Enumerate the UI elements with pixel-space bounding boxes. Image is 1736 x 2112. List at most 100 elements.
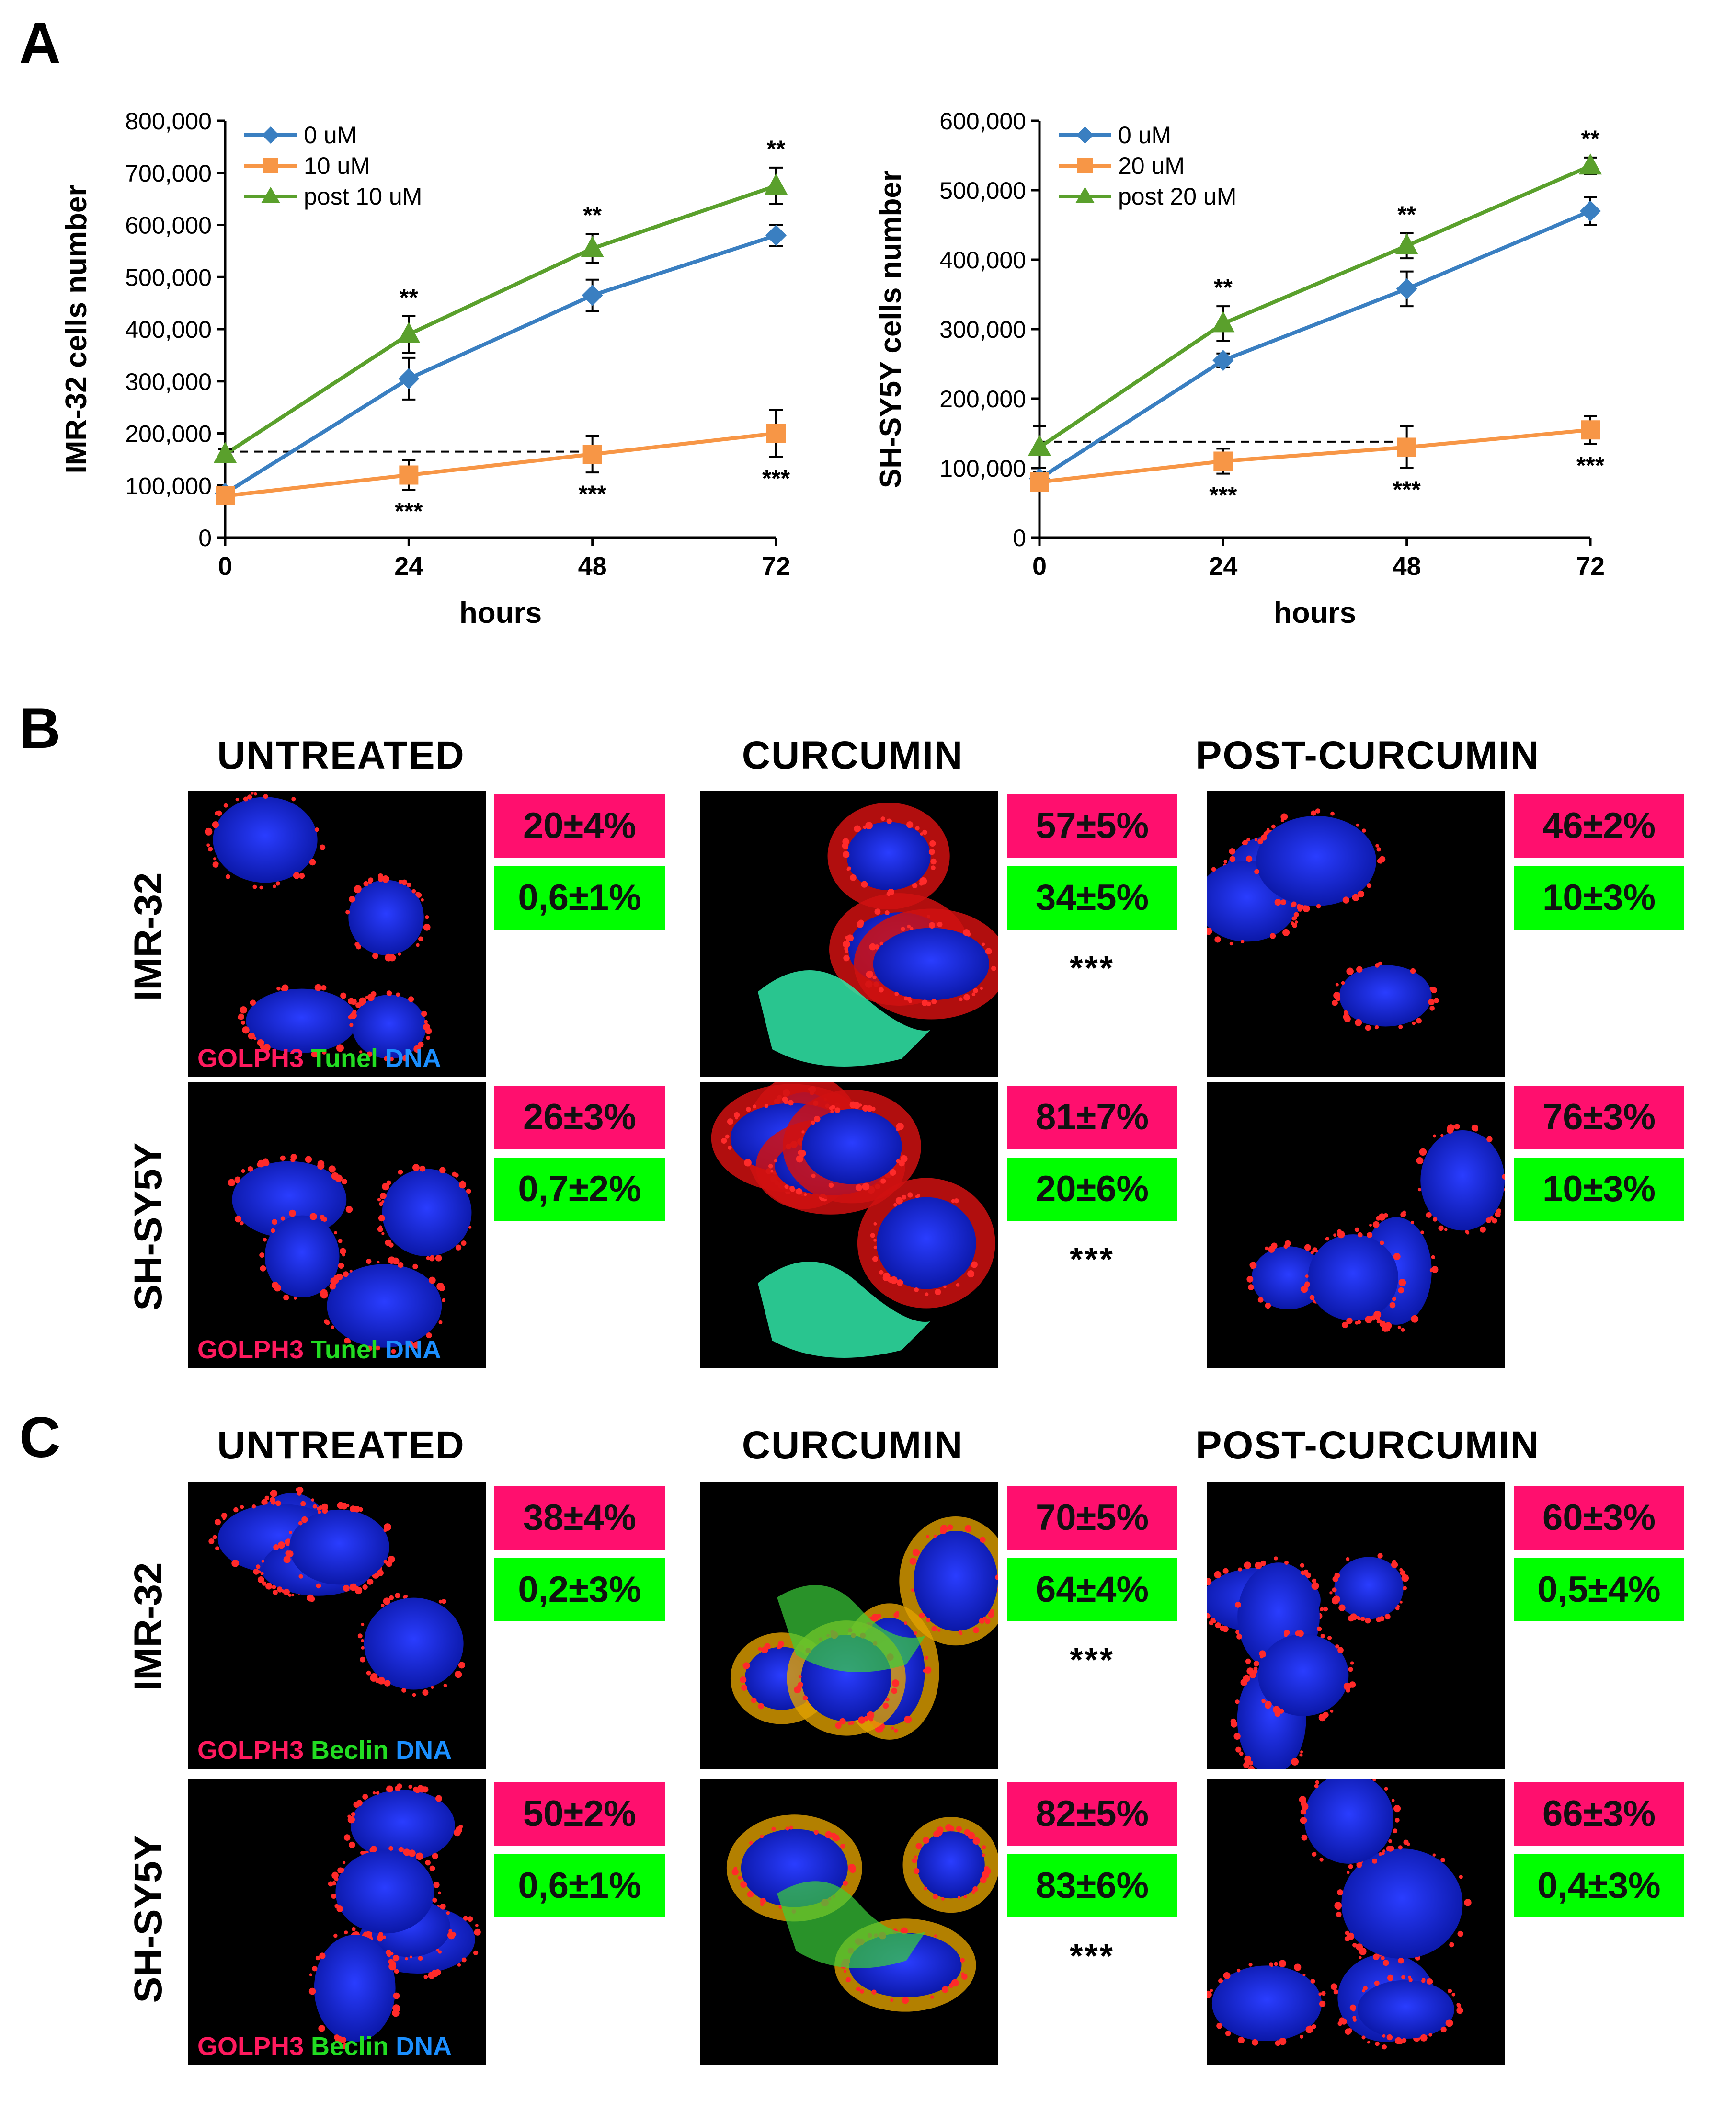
chart-imr32-growth: 0 100,000 200,000 300,000 400,000 500,000 600,… xyxy=(29,96,881,652)
significance-below: *** xyxy=(578,481,606,507)
stain-green: Tunel xyxy=(311,1044,386,1073)
c-micrograph-r0-c2 xyxy=(1207,1482,1505,1769)
stain-blue: DNA xyxy=(396,2032,452,2061)
data-point xyxy=(582,445,602,464)
b-golph3-value: 76±3% xyxy=(1514,1086,1684,1149)
b-row-label-shsy5y: SH-SY5Y xyxy=(126,1142,170,1311)
data-point xyxy=(1580,200,1601,222)
data-point xyxy=(399,465,419,485)
micrograph-art xyxy=(1246,1124,1505,1332)
b-micrograph-r1-c1 xyxy=(700,1082,998,1368)
b-marker-value: 10±3% xyxy=(1514,866,1684,930)
stain-blue: DNA xyxy=(385,1335,442,1364)
significance-above: ** xyxy=(767,136,786,162)
data-point xyxy=(1397,437,1416,457)
data-point xyxy=(1211,311,1235,333)
b-stain-legend: GOLPH3 Tunel DNA xyxy=(197,1335,441,1365)
data-point xyxy=(214,442,237,463)
b-micrograph-r1-c0: GOLPH3 Tunel DNA xyxy=(188,1082,486,1368)
series-line-2 xyxy=(224,184,777,456)
data-point xyxy=(581,236,604,257)
significance-below: *** xyxy=(762,465,790,492)
b-micrograph-r0-c2 xyxy=(1207,791,1505,1077)
y-tick-label: 0 xyxy=(198,525,212,551)
micrograph-art xyxy=(711,1082,995,1358)
stain-blue: DNA xyxy=(385,1044,442,1073)
series-line-0 xyxy=(224,233,777,495)
c-marker-value: 83±6% xyxy=(1007,1854,1177,1917)
significance-below: *** xyxy=(1393,476,1421,503)
b-marker-value: 10±3% xyxy=(1514,1158,1684,1221)
significance-below: *** xyxy=(1209,482,1237,509)
legend-label: 10 uM xyxy=(304,152,370,179)
series-line-2 xyxy=(1038,164,1591,449)
stain-green: Beclin xyxy=(311,2032,396,2061)
c-marker-value: 64±4% xyxy=(1007,1558,1177,1621)
micrograph-art xyxy=(726,1814,998,2012)
data-point xyxy=(1212,350,1234,371)
c-row-label-shsy5y: SH-SY5Y xyxy=(126,1835,170,2003)
y-tick-label: 200,000 xyxy=(939,386,1026,413)
stain-blue: DNA xyxy=(396,1736,452,1765)
c-golph3-value: 50±2% xyxy=(494,1782,665,1846)
y-tick-label: 500,000 xyxy=(125,264,212,291)
micrograph-art xyxy=(228,1154,472,1354)
legend-label: 0 uM xyxy=(304,122,357,149)
panel-label-a: A xyxy=(19,11,61,75)
data-point xyxy=(582,285,603,306)
b-golph3-value: 26±3% xyxy=(494,1086,665,1149)
b-marker-value: 0,6±1% xyxy=(494,866,665,930)
micrograph-art xyxy=(1207,1553,1409,1769)
b-micrograph-r0-c0: GOLPH3 Tunel DNA xyxy=(188,791,486,1077)
b-micrograph-r0-c1 xyxy=(700,791,998,1077)
stain-red: GOLPH3 xyxy=(197,1044,311,1073)
b-marker-value: 20±6% xyxy=(1007,1158,1177,1221)
b-marker-value: 0,7±2% xyxy=(494,1158,665,1221)
stain-green: Tunel xyxy=(311,1335,386,1364)
c-golph3-value: 82±5% xyxy=(1007,1782,1177,1846)
series-line-1 xyxy=(1039,428,1591,484)
micrograph-art xyxy=(205,792,432,1062)
y-axis-title: SH-SY5Y cells number xyxy=(874,170,907,488)
c-micrograph-r1-c2 xyxy=(1207,1779,1505,2065)
stain-red: GOLPH3 xyxy=(197,1335,311,1364)
y-tick-label: 600,000 xyxy=(125,212,212,239)
chart-shsy5y-growth: 0 100,000 200,000 300,000 400,000 500,000 600,… xyxy=(843,96,1696,652)
data-point xyxy=(1030,472,1049,492)
legend-label: post 20 uM xyxy=(1118,183,1236,210)
data-point xyxy=(1213,451,1233,471)
x-tick-label: 0 xyxy=(218,552,232,581)
data-point xyxy=(1581,420,1600,440)
b-significance: *** xyxy=(1070,949,1115,987)
legend-label: 0 uM xyxy=(1118,122,1171,149)
legend-marker xyxy=(1076,126,1094,144)
c-micrograph-r1-c0: GOLPH3 Beclin DNA xyxy=(188,1779,486,2065)
b-golph3-value: 81±7% xyxy=(1007,1086,1177,1149)
data-point xyxy=(1396,278,1417,299)
significance-above: ** xyxy=(400,284,418,311)
significance-below: *** xyxy=(1576,452,1605,479)
b-micrograph-r1-c2 xyxy=(1207,1082,1505,1368)
legend-marker xyxy=(261,187,280,203)
legend-marker xyxy=(262,126,279,144)
c-golph3-value: 60±3% xyxy=(1514,1486,1684,1550)
data-point xyxy=(216,486,235,505)
y-tick-label: 500,000 xyxy=(939,177,1026,204)
y-tick-label: 0 xyxy=(1013,525,1026,551)
significance-below: *** xyxy=(395,498,423,525)
y-tick-label: 200,000 xyxy=(125,421,212,448)
significance-above: ** xyxy=(583,202,602,229)
legend-label: 20 uM xyxy=(1118,152,1185,179)
x-tick-label: 72 xyxy=(762,552,790,581)
x-axis-title: hours xyxy=(459,597,542,630)
b-marker-value: 34±5% xyxy=(1007,866,1177,930)
c-golph3-value: 66±3% xyxy=(1514,1782,1684,1846)
c-marker-value: 0,2±3% xyxy=(494,1558,665,1621)
x-tick-label: 48 xyxy=(1393,552,1421,581)
y-tick-label: 300,000 xyxy=(125,368,212,395)
b-row-label-imr32: IMR-32 xyxy=(126,872,170,1001)
data-point xyxy=(1028,435,1051,456)
b-significance: *** xyxy=(1070,1240,1115,1278)
c-header-post-curcumin: POST-CURCUMIN xyxy=(1195,1423,1540,1467)
c-marker-value: 0,6±1% xyxy=(494,1854,665,1917)
